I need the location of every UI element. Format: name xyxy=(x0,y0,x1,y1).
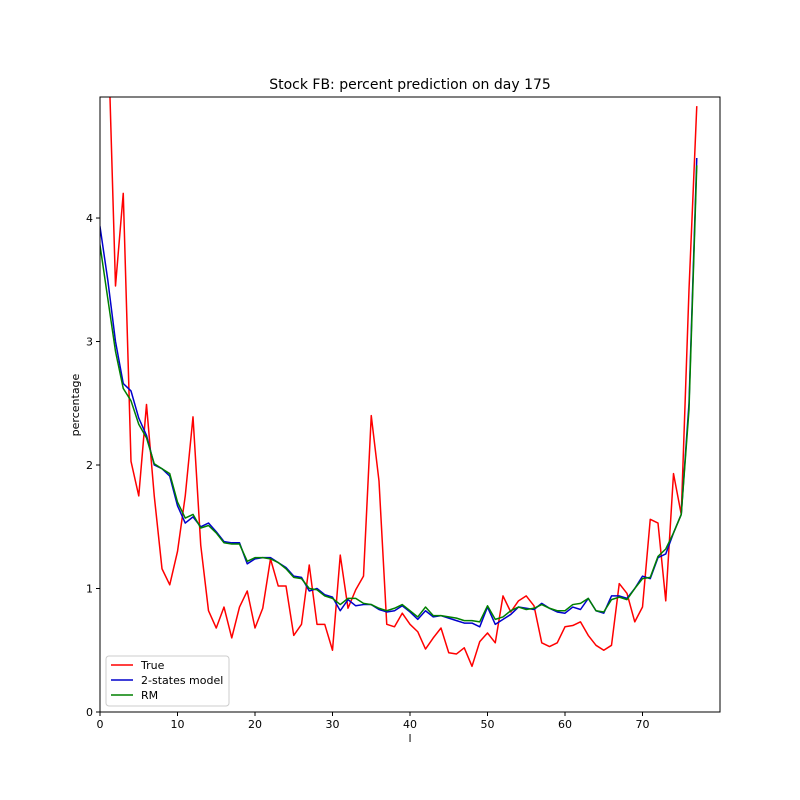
legend-box xyxy=(105,655,230,707)
x-tick-label: 50 xyxy=(481,718,495,731)
x-axis-label: l xyxy=(408,732,411,745)
series-line-rm xyxy=(100,165,698,623)
y-tick-label: 2 xyxy=(86,459,93,472)
x-tick-label: 30 xyxy=(326,718,340,731)
x-tick-label: 70 xyxy=(636,718,650,731)
legend-label: True xyxy=(140,659,165,672)
y-axis-ticks: 0 1 2 3 4 xyxy=(86,212,100,719)
x-tick-label: 10 xyxy=(171,718,185,731)
legend-label: 2-states model xyxy=(141,674,223,687)
plot-area xyxy=(99,96,721,713)
x-tick-label: 20 xyxy=(248,718,262,731)
series-lines xyxy=(100,97,698,668)
y-tick-label: 4 xyxy=(86,212,93,225)
y-tick-label: 3 xyxy=(86,336,93,349)
x-tick-label: 40 xyxy=(403,718,417,731)
x-axis-ticks: 0 10 20 30 40 50 60 70 xyxy=(97,712,650,731)
y-axis-label: percentage xyxy=(69,373,82,436)
legend-label: RM xyxy=(141,689,158,702)
chart-title: Stock FB: percent prediction on day 175 xyxy=(269,77,551,93)
y-tick-label: 1 xyxy=(86,583,93,596)
series-line-true xyxy=(109,97,698,668)
y-tick-label: 0 xyxy=(86,706,93,719)
legend: True 2-states model RM xyxy=(105,655,230,707)
x-tick-label: 0 xyxy=(97,718,104,731)
x-tick-label: 60 xyxy=(558,718,572,731)
